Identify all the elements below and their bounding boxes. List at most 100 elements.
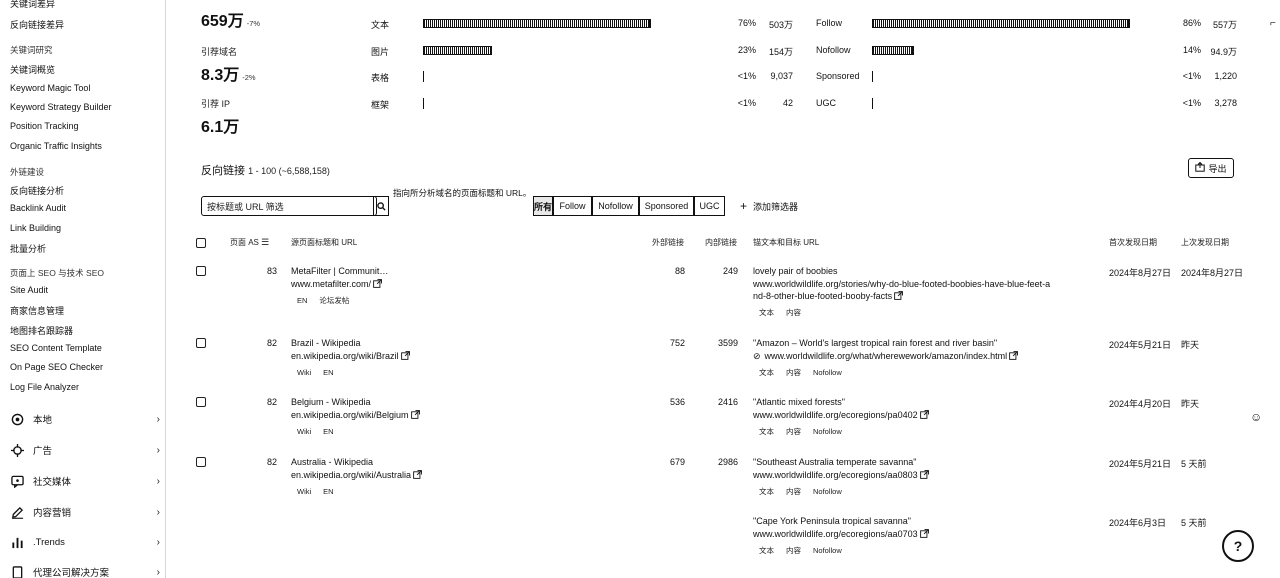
row-checkbox[interactable]	[196, 338, 206, 348]
location-pin-icon	[10, 412, 24, 426]
sidebar-item-backlink-gap[interactable]: 反向链接差异	[10, 20, 65, 30]
metric-backlinks[interactable]: 659万 -7%	[201, 7, 260, 31]
sidebar-item-keyword-magic-tool[interactable]: Keyword Magic Tool	[10, 83, 91, 93]
sidebar-item-log-file-analyzer[interactable]: Log File Analyzer	[10, 382, 80, 392]
anchor-text: "Southeast Australia temperate savanna"	[753, 457, 917, 467]
sidebar-item-link-building[interactable]: Link Building	[10, 223, 62, 233]
source-page-url[interactable]: www.metafilter.com/	[291, 279, 382, 289]
distribution-row[interactable]: Nofollow 14% 94.9万	[816, 44, 1237, 58]
target-url[interactable]: www.worldwildlife.org/ecoregions/aa0703	[753, 529, 929, 539]
external-link-icon[interactable]	[1009, 351, 1019, 360]
source-page-url[interactable]: en.wikipedia.org/wiki/Brazil	[291, 351, 410, 361]
row-checkbox[interactable]	[196, 397, 206, 407]
sidebar-item-listing-management[interactable]: 商家信息管理	[10, 306, 65, 316]
external-link-icon[interactable]	[919, 470, 929, 479]
sidebar-item-site-audit[interactable]: Site Audit	[10, 285, 49, 295]
external-link-icon[interactable]	[894, 291, 903, 300]
sidebar-nav-social-media[interactable]: 社交媒体 ›	[10, 471, 160, 491]
distribution-row[interactable]: 表格 <1% 9,037	[371, 70, 793, 84]
scroll-marker-icon: ⌐	[1270, 18, 1276, 29]
column-header-page-as[interactable]: 页面 AS ☰	[230, 237, 269, 248]
external-link-icon[interactable]	[410, 410, 420, 419]
sidebar-item-keyword-gap[interactable]: 关键词差异	[10, 0, 56, 9]
select-all-checkbox[interactable]	[196, 238, 206, 248]
source-tag: EN	[297, 296, 308, 305]
sidebar-item-on-page-seo-checker[interactable]: On Page SEO Checker	[10, 362, 104, 372]
metric-referring-ips-value[interactable]: 6.1万	[201, 119, 240, 136]
row-checkbox[interactable]	[196, 457, 206, 467]
distribution-row[interactable]: 框架 <1% 42	[371, 97, 793, 111]
filter-search-input[interactable]: 按标题或 URL 筛选	[201, 196, 377, 216]
search-icon[interactable]	[373, 196, 389, 216]
distribution-bar	[423, 71, 425, 83]
distribution-row[interactable]: UGC <1% 3,278	[816, 97, 1237, 111]
sidebar-item-backlink-analytics[interactable]: 反向链接分析	[10, 186, 65, 196]
source-page-url[interactable]: en.wikipedia.org/wiki/Australia	[291, 470, 422, 480]
source-page-title[interactable]: Belgium - Wikipedia	[291, 397, 371, 407]
target-url[interactable]: www.worldwildlife.org/stories/why-do-blu…	[753, 279, 1050, 289]
social-chat-icon	[10, 474, 24, 488]
column-header-internal-links[interactable]: 内部链接	[705, 238, 737, 247]
target-url[interactable]: www.worldwildlife.org/ecoregions/pa0402	[753, 410, 929, 420]
distribution-count: 503万	[768, 20, 793, 30]
external-links-count: 536	[669, 397, 685, 407]
document-icon	[10, 565, 24, 578]
sidebar-item-organic-traffic-insights[interactable]: Organic Traffic Insights	[10, 141, 102, 151]
segment-nofollow[interactable]: Nofollow	[592, 196, 639, 216]
sidebar-item-keyword-strategy-builder[interactable]: Keyword Strategy Builder	[10, 102, 112, 112]
external-link-icon[interactable]	[400, 351, 410, 360]
segment-follow[interactable]: Follow	[553, 196, 592, 216]
sidebar-nav-local[interactable]: 本地 ›	[10, 409, 160, 429]
metric-referring-domains[interactable]: 8.3万 -2%	[201, 61, 256, 85]
feedback-icon[interactable]: ☺	[1250, 410, 1263, 424]
distribution-row[interactable]: Sponsored <1% 1,220	[816, 70, 1237, 84]
source-page-title[interactable]: Brazil - Wikipedia	[291, 338, 361, 348]
external-link-icon[interactable]	[413, 470, 422, 479]
sidebar-item-seo-content-template[interactable]: SEO Content Template	[10, 343, 102, 353]
target-url[interactable]: www.worldwildlife.org/ecoregions/aa0803	[753, 470, 929, 480]
backlinks-section-title: 反向链接 1 - 100 (~6,588,158)	[201, 162, 330, 178]
sidebar-item-keyword-overview[interactable]: 关键词概览	[10, 65, 56, 75]
distribution-count: 154万	[768, 46, 793, 57]
page-as-score: 82	[266, 457, 277, 467]
target-url-continued[interactable]: nd-8-other-blue-footed-booby-facts	[753, 291, 903, 301]
distribution-row[interactable]: 图片 23% 154万	[371, 44, 793, 58]
sidebar-heading-keyword-research: 关键词研究	[10, 45, 53, 55]
column-header-external-links[interactable]: 外部链接	[652, 238, 684, 247]
external-link-icon[interactable]	[373, 279, 382, 288]
help-button[interactable]: ?	[1222, 530, 1254, 562]
backlinks-range: 1 - 100 (~6,588,158)	[248, 166, 330, 176]
column-header-source[interactable]: 源页面标题和 URL	[291, 238, 358, 247]
export-button[interactable]: 导出	[1188, 158, 1234, 178]
external-link-icon[interactable]	[919, 529, 929, 538]
sidebar-nav-advertising[interactable]: 广告 ›	[10, 440, 160, 460]
add-filter-button[interactable]: + 添加筛选器	[740, 199, 798, 213]
distribution-bar-fill	[873, 46, 913, 54]
column-header-first-seen[interactable]: 首次发现日期	[1109, 238, 1157, 247]
target-url[interactable]: ⊘ www.worldwildlife.org/what/wherewework/…	[753, 351, 1019, 362]
sidebar-item-map-rank-tracker[interactable]: 地图排名跟踪器	[10, 326, 74, 336]
sort-icon[interactable]: ☰	[261, 237, 270, 247]
sidebar-nav-agency-solutions[interactable]: 代理公司解决方案 ›	[10, 562, 160, 578]
chevron-right-icon: ›	[156, 566, 160, 578]
last-seen-date: 昨天	[1181, 399, 1200, 409]
source-page-title[interactable]: Australia - Wikipedia	[291, 457, 374, 467]
segment-sponsored[interactable]: Sponsored	[639, 196, 694, 216]
sidebar-item-backlink-audit[interactable]: Backlink Audit	[10, 203, 67, 213]
chevron-right-icon: ›	[156, 444, 160, 456]
distribution-row[interactable]: 文本 76% 503万	[371, 17, 793, 31]
sidebar-item-bulk-analysis[interactable]: 批量分析	[10, 244, 47, 254]
sidebar-nav-content-marketing[interactable]: 内容营销 ›	[10, 502, 160, 522]
row-checkbox[interactable]	[196, 266, 206, 276]
sidebar-nav-trends[interactable]: .Trends ›	[10, 532, 160, 552]
source-page-title[interactable]: MetaFilter | Communit…	[291, 266, 389, 276]
distribution-row[interactable]: Follow 86% 557万	[816, 17, 1237, 31]
segment-all[interactable]: 所有	[533, 196, 553, 216]
source-tag: EN	[323, 368, 334, 377]
column-header-last-seen[interactable]: 上次发现日期	[1181, 238, 1229, 247]
segment-ugc[interactable]: UGC	[694, 196, 725, 216]
sidebar-item-position-tracking[interactable]: Position Tracking	[10, 121, 79, 131]
column-header-anchor-target[interactable]: 锚文本和目标 URL	[753, 238, 820, 247]
source-page-url[interactable]: en.wikipedia.org/wiki/Belgium	[291, 410, 420, 420]
external-link-icon[interactable]	[919, 410, 929, 419]
